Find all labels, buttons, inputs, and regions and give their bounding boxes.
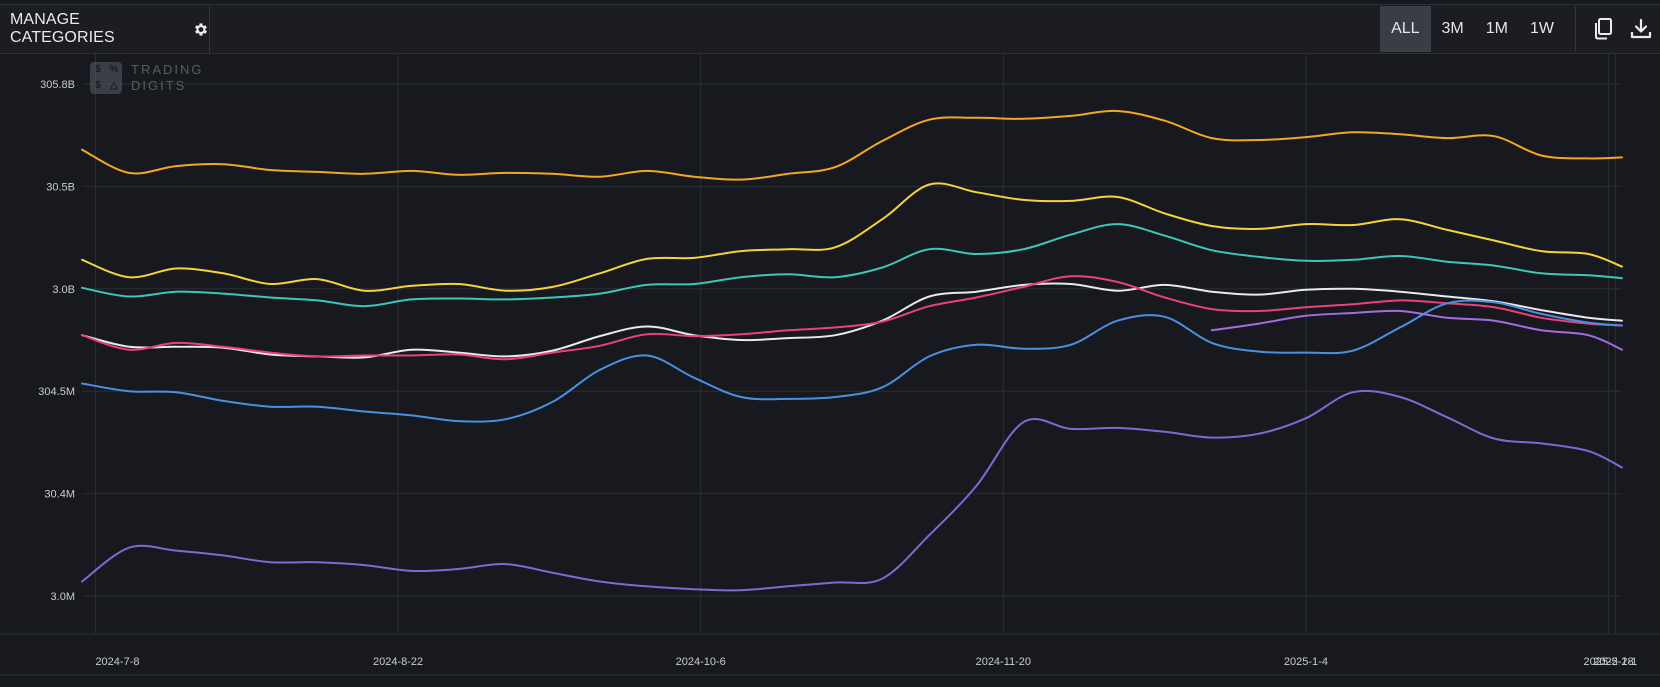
logo-glyph: % — [109, 64, 119, 75]
x-tick-label: 2024-8-22 — [373, 656, 423, 668]
y-tick-label: 30.4M — [44, 489, 75, 501]
x-tick-label: 2024-7-8 — [95, 656, 139, 668]
series-line-1 — [81, 109, 1623, 181]
gear-icon — [195, 22, 208, 36]
toolbar: MANAGE CATEGORIES ALL 3M 1M 1W — [0, 4, 1660, 54]
x-tick-label: 2025-1-4 — [1284, 656, 1328, 668]
series-line-3 — [81, 223, 1623, 308]
range-1w-button[interactable]: 1W — [1530, 20, 1554, 37]
range-selector: ALL 3M 1M 1W — [1380, 5, 1660, 53]
manage-categories-label: MANAGE CATEGORIES — [10, 11, 115, 46]
manage-categories-button[interactable]: MANAGE CATEGORIES — [0, 5, 210, 53]
y-tick-label: 3.0M — [51, 591, 75, 603]
series-line-6 — [81, 299, 1623, 423]
series-line-4 — [81, 282, 1623, 359]
series-line-2 — [81, 182, 1623, 292]
chart-area: 305.8B 30.5B 3.0B 304.5M 30.4M 3.0M 2024-7-8 20… — [0, 54, 1660, 682]
logo-glyph: $ — [95, 80, 101, 91]
toolbar-divider — [1575, 6, 1576, 52]
range-3m-button[interactable]: 3M — [1441, 20, 1464, 37]
y-tick-label: 304.5M — [38, 386, 75, 398]
trading-digits-watermark: $ % $ △ TRADING DIGITS — [90, 62, 204, 94]
logo-glyph: $ — [95, 64, 101, 75]
logo-glyph: △ — [110, 80, 118, 91]
download-button[interactable] — [1622, 6, 1660, 52]
range-all-button[interactable]: ALL — [1380, 6, 1431, 52]
y-tick-label: 30.5B — [46, 181, 75, 193]
trading-digits-logo: $ % $ △ — [90, 62, 122, 94]
line-chart: 305.8B 30.5B 3.0B 304.5M 30.4M 3.0M 2024-7-8 20… — [0, 54, 1660, 676]
copy-button[interactable] — [1584, 6, 1622, 52]
watermark-line1: TRADING — [131, 62, 204, 77]
series-line-7 — [1210, 309, 1623, 351]
watermark-text: TRADING DIGITS — [131, 62, 204, 94]
x-tick-label: 2024-10-6 — [676, 656, 726, 668]
x-tick-label: 2024-11-20 — [976, 656, 1031, 668]
y-tick-label: 305.8B — [40, 79, 75, 91]
range-1m-button[interactable]: 1M — [1485, 20, 1508, 37]
y-tick-label: 3.0B — [52, 284, 75, 296]
x-tick-label: 2025-2-18 — [1583, 656, 1633, 668]
watermark-line2: DIGITS — [131, 78, 187, 93]
series-line-5 — [81, 275, 1623, 361]
copy-icon — [1595, 18, 1612, 40]
download-icon — [1630, 18, 1652, 39]
series-line-8 — [81, 389, 1623, 592]
x-tick-label: 2025-2-1 — [1593, 656, 1637, 668]
